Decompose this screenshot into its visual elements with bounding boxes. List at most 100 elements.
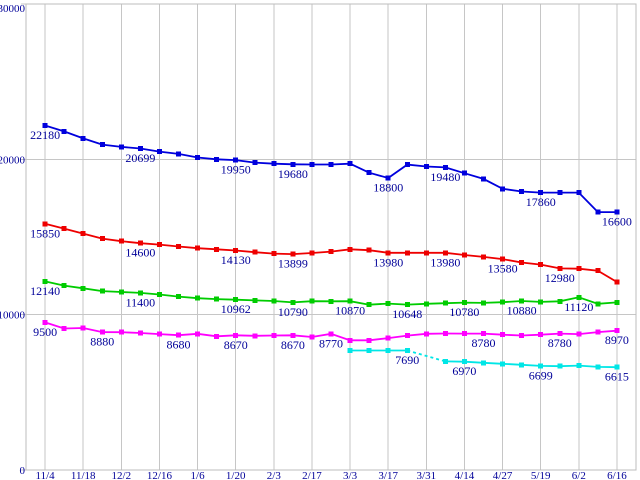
- series-red-point: [99, 236, 105, 242]
- series-red-point: [271, 251, 277, 257]
- series-green-point: [42, 278, 48, 284]
- series-green-point: [366, 302, 372, 308]
- series-cyan-value-label: 6699: [529, 368, 553, 382]
- series-red-value-label: 13980: [373, 255, 403, 269]
- series-red-point: [42, 221, 48, 227]
- series-magenta-point: [347, 337, 353, 343]
- series-red-point: [538, 262, 544, 268]
- series-green-point: [176, 294, 181, 300]
- series-blue-point: [614, 209, 620, 215]
- series-red-point: [252, 249, 258, 255]
- series-blue-value-label: 19680: [278, 167, 308, 181]
- series-red-point: [385, 250, 391, 256]
- x-axis-label: 2/17: [302, 470, 322, 480]
- series-green-point: [309, 298, 315, 304]
- series-magenta-point: [442, 331, 448, 336]
- series-green-point: [576, 294, 582, 300]
- series-blue-point: [481, 176, 486, 182]
- series-blue: 22180 20699 19950 19680 18800 19480 17860 16600: [30, 123, 632, 229]
- x-axis-label: 12/16: [147, 470, 173, 480]
- series-red-point: [576, 266, 582, 272]
- y-axis-label: 20000: [0, 154, 26, 166]
- series-blue-point: [366, 170, 372, 176]
- series-magenta-point: [214, 333, 220, 339]
- series-blue-point: [595, 209, 601, 215]
- series-blue-value-label: 19480: [430, 170, 460, 184]
- series-blue-point: [214, 156, 220, 162]
- series-cyan-point: [614, 364, 620, 370]
- y-axis-label: 30000: [0, 3, 26, 15]
- series-cyan-point: [500, 361, 506, 367]
- x-axis-labels: 11/4 11/18 12/2 12/16 1/6 1/20 2/3 2/17 3/3 3/17 3…: [35, 470, 627, 480]
- series-red-point: [61, 226, 67, 232]
- series-red-point: [233, 248, 239, 253]
- series-green-point: [519, 298, 525, 304]
- series-magenta-point: [404, 333, 410, 339]
- series-red-point: [328, 249, 334, 255]
- series-blue-value-label: 20699: [125, 151, 155, 165]
- series-magenta-point: [80, 325, 86, 331]
- series-green-point: [290, 299, 296, 305]
- x-axis-label: 11/4: [35, 470, 55, 480]
- series-magenta-point: [233, 332, 239, 338]
- series-blue-point: [576, 190, 582, 196]
- series-blue-point: [195, 155, 201, 160]
- series-red-value-label: 13580: [488, 262, 518, 276]
- series-green-point: [195, 295, 201, 301]
- series-green-value-label: 10870: [335, 304, 365, 318]
- series-magenta-point: [481, 331, 486, 337]
- series-green-point: [214, 296, 220, 302]
- series-magenta-value-label: 8970: [605, 333, 629, 347]
- series-red-point: [519, 260, 525, 265]
- series-red-value-label: 13899: [278, 257, 308, 271]
- series-blue-point: [500, 186, 506, 192]
- series-cyan: 7690 6970 6699 6615: [347, 348, 629, 384]
- series-red-point: [176, 244, 181, 249]
- series-cyan-line: [445, 360, 617, 369]
- series-green-value-label: 11120: [564, 300, 593, 314]
- series-cyan-point: [557, 363, 563, 369]
- series-magenta-point: [61, 326, 67, 331]
- series-blue-point: [271, 161, 277, 167]
- series-green-value-label: 10790: [278, 305, 308, 319]
- series-magenta-point: [614, 328, 620, 334]
- series-red-value-label: 15850: [30, 226, 60, 240]
- series-blue-value-label: 17860: [526, 195, 556, 209]
- series-magenta-point: [195, 331, 201, 337]
- series-cyan-value-label: 7690: [395, 353, 419, 367]
- series-magenta-point: [42, 319, 48, 325]
- series-magenta-value-label: 8770: [319, 336, 343, 350]
- series-red-point: [614, 279, 620, 285]
- x-axis-label: 4/14: [455, 470, 475, 480]
- series-green-point: [461, 300, 467, 306]
- series-cyan-value-label: 6615: [605, 370, 629, 384]
- x-axis-label: 11/18: [71, 470, 96, 480]
- series-cyan-point: [576, 363, 582, 369]
- series-red-point: [80, 231, 86, 237]
- series-green-value-label: 12140: [30, 284, 60, 298]
- series-red-point: [290, 251, 296, 257]
- series-blue-value-label: 19950: [221, 163, 251, 177]
- series-green-point: [118, 289, 124, 295]
- series-red-value-label: 13980: [430, 255, 460, 269]
- series-blue-point: [290, 161, 296, 167]
- series-green-point: [442, 300, 448, 306]
- x-axis-label: 1/6: [191, 470, 206, 480]
- series-red-point: [118, 238, 124, 244]
- series-magenta-point: [328, 331, 334, 337]
- series-blue-point: [557, 190, 563, 196]
- series-cyan-point: [461, 359, 467, 365]
- series-magenta-point: [366, 337, 372, 343]
- series-blue-value-label: 22180: [30, 128, 60, 142]
- series-magenta-value-label: 8670: [281, 338, 305, 352]
- series-blue-point: [156, 149, 162, 155]
- series-magenta-point: [137, 330, 143, 336]
- x-axis-label: 3/31: [417, 470, 437, 480]
- series-blue-point: [61, 128, 67, 134]
- series-red-point: [595, 268, 601, 274]
- series-red-point: [404, 250, 410, 256]
- series-magenta-value-label: 9500: [33, 325, 57, 339]
